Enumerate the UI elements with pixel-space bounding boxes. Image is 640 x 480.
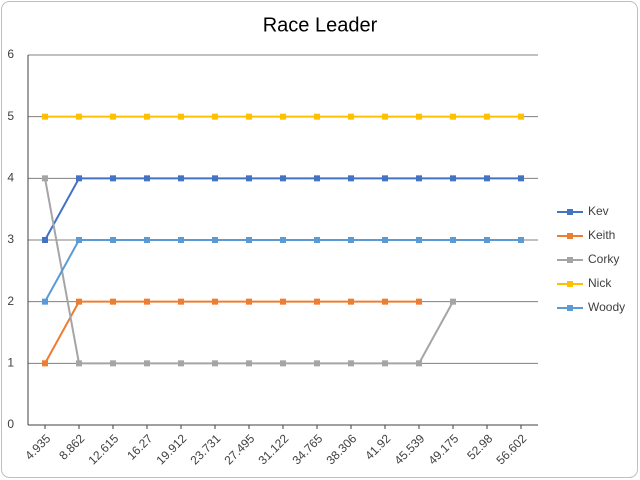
marker <box>382 298 388 305</box>
marker <box>110 298 116 305</box>
marker <box>178 113 184 120</box>
marker <box>42 237 48 243</box>
marker <box>144 360 150 367</box>
marker <box>212 360 218 367</box>
marker <box>382 360 388 367</box>
legend-label: Keith <box>588 228 615 242</box>
marker <box>348 175 354 182</box>
marker <box>246 113 252 120</box>
marker <box>76 113 82 120</box>
marker <box>348 113 354 120</box>
legend-marker <box>567 257 573 263</box>
marker <box>280 360 286 367</box>
marker <box>42 175 48 182</box>
marker <box>416 113 422 120</box>
marker <box>518 175 524 182</box>
marker <box>178 237 184 243</box>
y-tick-label: 5 <box>7 109 14 123</box>
marker <box>212 237 218 243</box>
marker <box>212 113 218 120</box>
y-tick-label: 0 <box>7 417 14 431</box>
y-tick-label: 4 <box>7 171 14 185</box>
marker <box>518 237 524 243</box>
marker <box>246 175 252 182</box>
marker <box>178 360 184 367</box>
y-tick-label: 6 <box>7 47 14 61</box>
marker <box>110 237 116 243</box>
legend-label: Nick <box>588 276 612 290</box>
marker <box>450 298 456 305</box>
marker <box>212 175 218 182</box>
marker <box>484 237 490 243</box>
marker <box>348 298 354 305</box>
marker <box>280 298 286 305</box>
y-tick-label: 1 <box>7 356 14 370</box>
marker <box>450 237 456 243</box>
marker <box>42 113 48 120</box>
marker <box>246 298 252 305</box>
marker <box>416 360 422 367</box>
marker <box>484 113 490 120</box>
legend-marker <box>567 233 573 239</box>
marker <box>314 237 320 243</box>
marker <box>450 113 456 120</box>
chart-title: Race Leader <box>263 14 378 36</box>
marker <box>280 175 286 182</box>
y-tick-label: 3 <box>7 232 14 246</box>
marker <box>280 113 286 120</box>
marker <box>76 360 82 367</box>
marker <box>348 237 354 243</box>
marker <box>484 175 490 182</box>
legend-label: Woody <box>588 300 625 314</box>
marker <box>416 298 422 305</box>
marker <box>450 175 456 182</box>
legend-marker <box>567 305 573 311</box>
marker <box>178 298 184 305</box>
marker <box>212 298 218 305</box>
legend-label: Corky <box>588 252 619 266</box>
marker <box>144 175 150 182</box>
marker <box>382 175 388 182</box>
y-tick-label: 2 <box>7 294 14 308</box>
marker <box>110 113 116 120</box>
marker <box>280 237 286 243</box>
marker <box>348 360 354 367</box>
marker <box>178 175 184 182</box>
marker <box>144 298 150 305</box>
legend-label: Kev <box>588 204 609 218</box>
marker <box>76 298 82 305</box>
legend-marker <box>567 209 573 215</box>
marker <box>314 175 320 182</box>
marker <box>314 360 320 367</box>
marker <box>246 237 252 243</box>
marker <box>382 113 388 120</box>
marker <box>110 360 116 367</box>
legend-marker <box>567 281 573 287</box>
marker <box>314 298 320 305</box>
marker <box>42 298 48 305</box>
series-line <box>44 300 419 364</box>
marker <box>144 113 150 120</box>
marker <box>76 237 82 243</box>
marker <box>246 360 252 367</box>
marker <box>76 175 82 182</box>
marker <box>144 237 150 243</box>
marker <box>518 113 524 120</box>
marker <box>42 360 48 367</box>
marker <box>314 113 320 120</box>
marker <box>382 237 388 243</box>
marker <box>416 237 422 243</box>
marker <box>110 175 116 182</box>
marker <box>416 175 422 182</box>
